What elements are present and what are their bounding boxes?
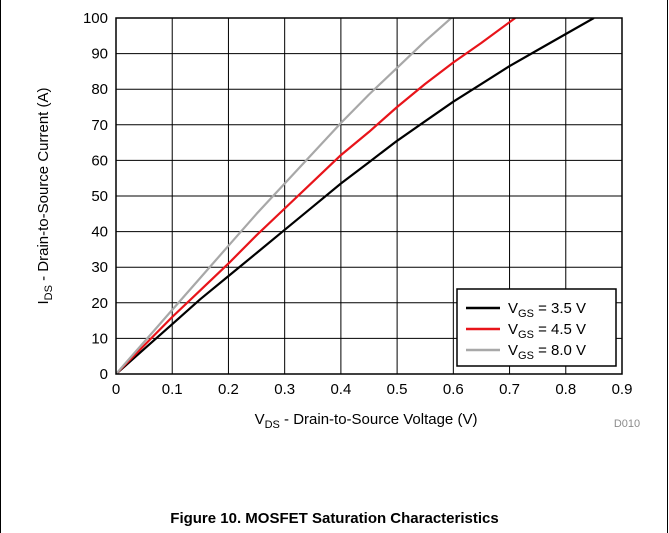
y-tick-label: 20 [91, 295, 108, 312]
x-tick-label: 0.7 [499, 381, 520, 398]
tick-labels: 0 0.1 0.2 0.3 0.4 0.5 0.6 0.7 0.8 0.9 0 10 20 30 40 50 6… [83, 10, 632, 398]
y-axis-label: IDS - Drain-to-Source Current (A) [35, 87, 55, 304]
x-tick-label: 0.8 [555, 381, 576, 398]
series-lines [116, 18, 595, 374]
x-axis-label: VDS - Drain-to-Source Voltage (V) [255, 411, 478, 431]
x-tick-label: 0.6 [443, 381, 464, 398]
saturation-chart: 0 0.1 0.2 0.3 0.4 0.5 0.6 0.7 0.8 0.9 0 10 20 30 40 50 6… [35, 10, 640, 431]
figure-caption: Figure 10. MOSFET Saturation Characteris… [170, 510, 499, 527]
x-tick-label: 0.9 [612, 381, 633, 398]
y-tick-label: 0 [100, 366, 108, 383]
y-tick-label: 60 [91, 152, 108, 169]
y-tick-label: 30 [91, 259, 108, 276]
legend-label-3: VGS = 8.0 V [508, 342, 586, 362]
x-tick-label: 0.1 [162, 381, 183, 398]
series-line-1 [116, 18, 595, 374]
y-tick-label: 50 [91, 188, 108, 205]
legend-label-2: VGS = 4.5 V [508, 321, 586, 341]
y-tick-label: 80 [91, 81, 108, 98]
legend-label-1: VGS = 3.5 V [508, 300, 586, 320]
x-tick-label: 0.5 [387, 381, 408, 398]
y-tick-label: 10 [91, 330, 108, 347]
y-tick-label: 90 [91, 46, 108, 63]
series-line-2 [116, 18, 516, 374]
series-line-3 [116, 18, 453, 374]
y-tick-label: 100 [83, 10, 108, 27]
figure-code: D010 [614, 418, 640, 430]
plot-frame [115, 17, 623, 375]
y-tick-label: 40 [91, 224, 108, 241]
x-tick-label: 0 [112, 381, 120, 398]
x-tick-label: 0.4 [330, 381, 351, 398]
legend-box [456, 288, 617, 367]
y-tick-label: 70 [91, 117, 108, 134]
x-tick-label: 0.3 [274, 381, 295, 398]
x-tick-label: 0.2 [218, 381, 239, 398]
